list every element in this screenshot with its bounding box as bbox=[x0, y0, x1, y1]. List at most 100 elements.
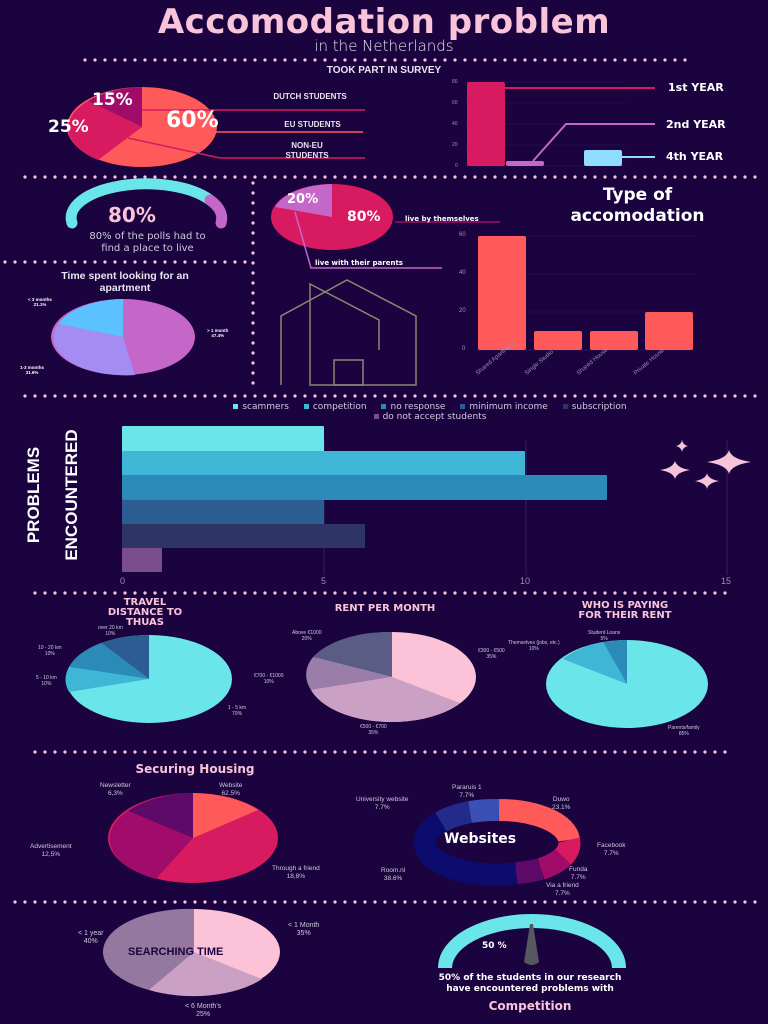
securing-title: Securing Housing bbox=[135, 762, 255, 776]
rent-label: €500 - €700 35% bbox=[360, 724, 387, 736]
label-pct: 23.1% bbox=[552, 803, 571, 811]
time-looking-label: 1-3 months 31.6% bbox=[20, 365, 44, 376]
paying-title-line2: FOR THEIR RENT bbox=[578, 610, 672, 621]
label-pct: 12,5% bbox=[41, 850, 60, 858]
label-pct: 10% bbox=[41, 681, 52, 687]
label-name: > 1 month bbox=[207, 328, 229, 333]
travel-title-line2: DISTANCE TO bbox=[107, 607, 183, 618]
living-pie-chart bbox=[271, 184, 500, 386]
year-tick: 0 bbox=[455, 163, 458, 169]
accommodation-tick: 20 bbox=[459, 308, 466, 314]
time-looking-title-line1: Time spent looking for an bbox=[61, 270, 189, 282]
legend-swatch bbox=[562, 404, 568, 409]
year-tick: 80 bbox=[452, 79, 458, 85]
rent-label: €300 - €500 35% bbox=[478, 648, 505, 660]
legend-non-eu: NON-EU STUDENTS bbox=[285, 141, 329, 160]
label-pct: 7.7% bbox=[374, 803, 390, 811]
label-pct: 7.7% bbox=[554, 889, 570, 897]
searching-center-label: SEARCHING TIME bbox=[128, 946, 224, 958]
pie-label-eu: 25% bbox=[48, 117, 89, 137]
legend-item: subscription bbox=[562, 402, 627, 412]
legend-swatch bbox=[381, 404, 387, 409]
living-label-parents: live with their parents bbox=[315, 259, 403, 267]
legend-label: do not accept students bbox=[382, 412, 487, 422]
problems-bar-chart bbox=[122, 426, 751, 575]
page-subtitle: in the Netherlands bbox=[314, 37, 454, 55]
websites-label: Via a friend 7.7% bbox=[546, 882, 579, 898]
living-pct-parents: 20% bbox=[287, 192, 319, 207]
rent-pie-chart bbox=[306, 631, 476, 723]
label-pct: 40% bbox=[83, 938, 98, 946]
divider bbox=[0, 260, 252, 264]
paying-label: Themselves (jobs, etc.) 10% bbox=[508, 640, 560, 652]
divider bbox=[20, 394, 760, 398]
label-name: 1 - 5 km bbox=[228, 705, 247, 711]
legend-swatch bbox=[460, 404, 466, 409]
problems-axis-tick: 10 bbox=[520, 576, 531, 586]
year-bar-chart bbox=[465, 81, 655, 167]
label-pct: 18,8% bbox=[286, 872, 306, 880]
gauge-80-icon bbox=[65, 178, 228, 229]
paying-title-line1: WHO IS PAYING bbox=[581, 600, 669, 611]
legend-item: competition bbox=[303, 402, 367, 412]
year-tick: 40 bbox=[452, 121, 458, 127]
label-pct: 31.6% bbox=[25, 370, 39, 376]
searching-label: < 1 Month 35% bbox=[288, 922, 319, 939]
legend-item: minimum income bbox=[460, 402, 548, 412]
label-2nd-year: 2nd YEAR bbox=[666, 118, 726, 131]
vertical-divider bbox=[251, 178, 255, 388]
page-title: Accomodation problem bbox=[157, 2, 611, 42]
gauge-80-caption: 80% of the polls had to find a place to … bbox=[60, 231, 235, 255]
label-name: €700 - €1000 bbox=[254, 673, 284, 679]
websites-label: Room.nl 38.6% bbox=[381, 867, 405, 883]
label-pct: 7.7% bbox=[570, 873, 586, 881]
label-pct: 35% bbox=[368, 730, 379, 736]
legend-swatch bbox=[373, 414, 379, 419]
problems-axis-tick: 5 bbox=[321, 576, 327, 586]
rent-label: Above €1000 20% bbox=[292, 630, 321, 642]
year-tick: 20 bbox=[452, 142, 458, 148]
travel-pie-chart bbox=[65, 634, 232, 723]
label-pct: 10% bbox=[528, 646, 539, 652]
label-name: Room.nl bbox=[381, 867, 406, 874]
label-name: over 20 km bbox=[98, 625, 123, 631]
competition-caption-line1: 50% of the students in our research bbox=[438, 973, 622, 983]
label-pct: 5% bbox=[600, 636, 608, 642]
label-pct: 35% bbox=[486, 654, 497, 660]
accommodation-tick: 40 bbox=[459, 270, 466, 276]
living-label-themselves: live by themselves bbox=[405, 215, 479, 223]
label-pct: 25% bbox=[196, 1011, 211, 1019]
label-1st-year: 1st YEAR bbox=[668, 81, 724, 94]
label-pct: 70% bbox=[232, 711, 243, 717]
label-name: Student Loans bbox=[588, 630, 621, 636]
label-4th-year: 4th YEAR bbox=[666, 150, 724, 163]
label-name: University website bbox=[356, 796, 409, 803]
label-name: Themselves (jobs, etc.) bbox=[508, 640, 560, 646]
searching-label: < 6 Month's 25% bbox=[185, 1003, 221, 1020]
time-looking-title: Time spent looking for an apartment bbox=[20, 270, 230, 294]
living-pct-themselves: 80% bbox=[347, 209, 381, 225]
problems-legend: scammers competition no response minimum… bbox=[150, 402, 710, 422]
label-name: < 1 year bbox=[78, 930, 104, 937]
websites-label: Funda 7.7% bbox=[569, 866, 587, 882]
label-name: €500 - €700 bbox=[360, 724, 387, 730]
label-name: 5 - 10 km bbox=[36, 675, 57, 681]
websites-center-label: Websites bbox=[444, 831, 517, 847]
label-name: €300 - €500 bbox=[478, 648, 505, 654]
websites-label: Pararuis 1 7.7% bbox=[452, 784, 482, 800]
time-looking-label: < 3 months 21.1% bbox=[28, 297, 52, 308]
label-pct: 85% bbox=[678, 731, 689, 737]
label-name: Above €1000 bbox=[292, 630, 322, 636]
gauge-80-caption-line2: find a place to live bbox=[101, 243, 194, 254]
label-pct: 10% bbox=[44, 651, 55, 657]
rent-title: RENT PER MONTH bbox=[334, 603, 436, 614]
label-name: Funda bbox=[569, 866, 588, 873]
label-name: 1-3 months bbox=[20, 365, 45, 370]
label-name: Newsletter bbox=[100, 782, 131, 789]
securing-pie-chart bbox=[108, 793, 278, 883]
label-name: Advertisement bbox=[30, 843, 72, 850]
accommodation-title: Type of accomodation bbox=[515, 185, 760, 227]
securing-label: Through a friend 18,8% bbox=[272, 865, 320, 881]
travel-title: TRAVEL DISTANCE TO THUAS bbox=[80, 598, 210, 628]
